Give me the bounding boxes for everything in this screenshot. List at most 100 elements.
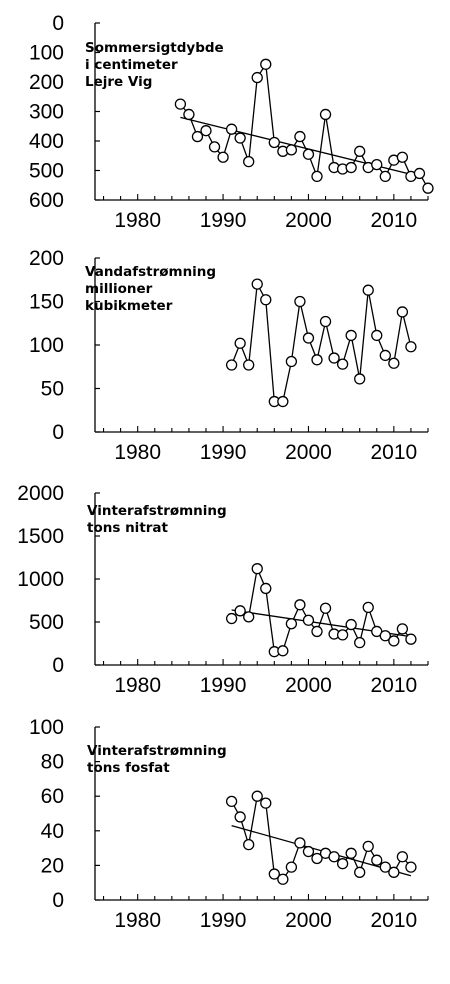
data-point: [260, 797, 272, 809]
data-point: [371, 854, 383, 866]
data-point: [336, 629, 349, 641]
x-tick-label: 1990: [200, 909, 247, 932]
data-point: [251, 563, 263, 575]
data-point: [388, 635, 400, 647]
chart-title: Sommersigtdybde i centimeter Lejre Vig: [85, 40, 224, 90]
data-point: [302, 845, 315, 858]
y-tick-label: 0: [52, 889, 64, 912]
data-point: [396, 151, 409, 163]
data-point: [268, 136, 280, 149]
data-point: [405, 633, 417, 645]
data-point: [243, 359, 255, 371]
data-point: [311, 170, 323, 183]
data-point: [174, 98, 187, 110]
y-tick-label: 1000: [17, 568, 64, 591]
y-tick-label: 50: [41, 378, 64, 401]
y-tick-label: 60: [41, 785, 64, 808]
y-tick-label: 80: [41, 751, 64, 774]
data-point: [277, 873, 289, 885]
data-point: [243, 838, 255, 851]
data-point: [354, 866, 366, 878]
data-point: [311, 625, 323, 638]
x-tick-label: 1990: [200, 441, 247, 464]
data-point: [345, 161, 357, 174]
data-point: [388, 866, 400, 878]
y-tick-label: 100: [29, 334, 64, 357]
data-point: [388, 357, 400, 369]
y-tick-label: 100: [29, 42, 64, 65]
data-point: [234, 605, 246, 617]
data-point: [260, 58, 272, 70]
chart-panel-2: 0 50 100 150 200 1980 1990 2000 2010 Vandafstrømn…: [29, 247, 429, 464]
chart-title: Vinterafstrømning tons fosfat: [87, 743, 227, 776]
data-point: [319, 315, 332, 328]
data-point: [294, 295, 306, 308]
data-point: [345, 618, 357, 631]
x-tick-label: 2010: [370, 441, 417, 464]
data-point: [268, 868, 280, 880]
data-point: [413, 167, 426, 180]
data-point: [285, 355, 298, 368]
chart-title: Vinterafstrømning tons nitrat: [87, 503, 227, 536]
data-point: [396, 623, 409, 635]
data-point: [225, 359, 238, 371]
data-point: [362, 601, 374, 614]
y-tick-label: 300: [29, 101, 64, 124]
chart-panel-1: 0 100 200 300 400 500 600 1980 1990 2000 2010 Somme…: [29, 12, 434, 232]
chart-title-line: tons nitrat: [87, 520, 169, 536]
data-point: [345, 847, 357, 859]
data-point: [302, 148, 315, 160]
data-point: [208, 141, 221, 153]
chart-title-line: kubikmeter: [85, 298, 173, 314]
data-point: [183, 108, 195, 121]
y-tick-label: 0: [52, 12, 64, 35]
x-tick-label: 2000: [285, 441, 332, 464]
data-point: [336, 358, 349, 370]
data-point: [285, 144, 298, 156]
data-point: [260, 294, 272, 306]
y-tick-label: 500: [29, 160, 64, 183]
x-tick-label: 1980: [114, 674, 161, 697]
data-point: [243, 155, 255, 168]
chart-title-line: millioner: [85, 281, 153, 297]
data-point: [354, 145, 366, 157]
y-tick-label: 150: [29, 291, 64, 314]
chart-title-line: i centimeter: [85, 57, 178, 73]
data-point: [200, 125, 212, 137]
data-point: [371, 329, 383, 342]
data-point: [277, 645, 289, 657]
y-tick-label: 400: [29, 130, 64, 153]
data-point: [217, 151, 229, 163]
y-tick-label: 500: [29, 611, 64, 634]
chart-title-line: Vinterafstrømning: [87, 503, 227, 519]
y-tick-label: 2000: [17, 482, 64, 505]
data-point: [251, 790, 263, 802]
y-tick-label: 200: [29, 71, 64, 94]
data-point: [251, 278, 263, 290]
data-point: [354, 373, 366, 385]
data-point: [362, 284, 374, 296]
y-tick-label: 0: [52, 654, 64, 677]
data-point: [379, 861, 391, 873]
x-tick-label: 1980: [114, 441, 161, 464]
data-point: [302, 614, 315, 626]
data-point: [191, 130, 204, 143]
data-point: [302, 332, 315, 344]
data-point: [260, 582, 272, 595]
data-point: [225, 795, 238, 808]
data-point: [379, 170, 391, 183]
x-tick-label: 2010: [370, 674, 417, 697]
data-point: [345, 329, 357, 342]
chart-title-line: Vandafstrømning: [85, 264, 216, 280]
data-point: [225, 612, 238, 625]
y-tick-label: 600: [29, 189, 64, 212]
x-tick-label: 1990: [200, 209, 247, 232]
y-tick-label: 1500: [17, 525, 64, 548]
x-tick-label: 2000: [285, 909, 332, 932]
y-tick-label: 0: [52, 421, 64, 444]
data-point: [405, 861, 417, 873]
chart-panel-4: 0 20 40 60 80 100 1980 1990 2000 2010 Vinterafstrø…: [29, 716, 429, 932]
data-point: [371, 158, 383, 171]
x-tick-label: 2010: [370, 209, 417, 232]
